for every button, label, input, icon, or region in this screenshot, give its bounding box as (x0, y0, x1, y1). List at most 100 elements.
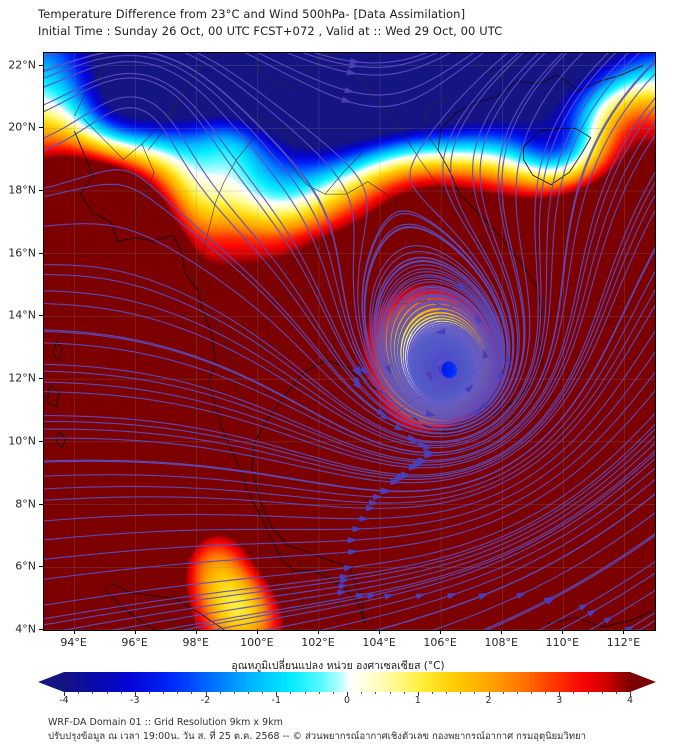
x-tick-mark (562, 629, 564, 634)
wind-arrow (504, 353, 511, 365)
wind-arrow (343, 565, 355, 572)
colorbar-minor-tick (545, 692, 547, 694)
y-tick-label: 12°N (8, 371, 36, 385)
colorbar-minor-tick (290, 692, 292, 694)
wind-arrow (339, 577, 351, 584)
x-tick-label: 110°E (545, 636, 580, 649)
footer-block: WRF-DA Domain 01 :: Grid Resolution 9km … (48, 716, 668, 744)
wind-arrow (348, 549, 359, 556)
x-tick-label: 102°E (301, 636, 335, 649)
wind-arrow (346, 69, 358, 76)
colorbar-minor-tick (332, 692, 334, 694)
colorbar-minor-tick (375, 692, 377, 694)
x-tick-mark (73, 629, 75, 634)
x-tick-label: 104°E (362, 636, 396, 649)
colorbar-minor-tick (573, 692, 575, 694)
wind-arrow (368, 499, 380, 506)
wind-arrow (352, 380, 363, 391)
colorbar-extend-min (38, 672, 64, 692)
footer-line-domain: WRF-DA Domain 01 :: Grid Resolution 9km … (48, 717, 283, 728)
wind-arrow (359, 515, 370, 522)
colorbar (38, 672, 656, 692)
y-tick-mark (39, 440, 44, 442)
wind-arrow (415, 593, 427, 600)
x-tick-label: 100°E (240, 636, 274, 649)
colorbar-minor-tick (219, 692, 221, 694)
y-tick-label: 14°N (8, 308, 36, 322)
colorbar-major-tick (347, 692, 348, 696)
colorbar-major-tick (276, 692, 278, 696)
x-tick-label: 108°E (484, 636, 518, 649)
chart-title-line-1: Temperature Difference from 23°C and Win… (38, 7, 466, 21)
colorbar-minor-tick (120, 692, 122, 694)
wind-arrow (352, 376, 362, 387)
x-tick-mark (501, 629, 503, 634)
y-tick-mark (39, 189, 44, 191)
x-tick-label: 106°E (423, 636, 457, 649)
colorbar-minor-tick (361, 692, 363, 694)
colorbar-major-tick (205, 692, 207, 696)
colorbar-tick-label: 4 (626, 695, 634, 706)
colorbar-minor-tick (318, 692, 320, 694)
wind-arrow (478, 593, 489, 600)
y-tick-label: 4°N (15, 622, 36, 636)
wind-arrow (384, 593, 395, 600)
wind-arrow (474, 314, 483, 325)
y-tick-label: 10°N (8, 434, 36, 448)
wind-arrow (400, 471, 412, 478)
colorbar-tick-label: -1 (271, 695, 282, 706)
wind-arrow (365, 505, 377, 512)
y-tick-label: 22°N (8, 58, 36, 72)
colorbar-major-tick (134, 692, 136, 696)
wind-arrow (381, 487, 393, 495)
y-tick-mark (39, 566, 44, 568)
colorbar-minor-tick (502, 692, 504, 694)
x-tick-mark (317, 629, 319, 634)
wind-arrow (348, 62, 360, 69)
chart-title-line-2: Initial Time : Sunday 26 Oct, 00 UTC FCS… (38, 24, 503, 38)
x-tick-label: 96°E (121, 636, 148, 649)
colorbar-minor-tick (516, 692, 518, 694)
y-tick-label: 16°N (8, 246, 36, 260)
colorbar-minor-tick (191, 692, 193, 694)
footer-line-update: ปรับปรุงข้อมูล ณ เวลา 19:00น. วัน ส. ที่… (48, 731, 586, 742)
colorbar-major-tick (488, 692, 490, 696)
x-tick-mark (440, 629, 442, 634)
wind-arrow (516, 592, 527, 600)
colorbar-tick-label: -4 (59, 695, 69, 706)
x-tick-mark (623, 629, 625, 634)
colorbar-minor-tick (163, 692, 165, 694)
x-tick-mark (195, 629, 197, 634)
wind-arrow (417, 441, 429, 448)
colorbar-tick-label: 2 (485, 695, 492, 706)
wind-arrow (578, 603, 589, 611)
wind-arrow (455, 282, 466, 291)
wind-arrow (359, 366, 368, 377)
colorbar-extend-max (630, 672, 656, 692)
wind-arrow (410, 436, 421, 443)
wind-streamlines-500hpa (44, 53, 655, 630)
y-tick-label: 8°N (15, 497, 36, 511)
x-tick-mark (134, 629, 136, 634)
wind-direction-arrows (337, 58, 643, 630)
x-tick-label: 94°E (60, 636, 87, 649)
wind-arrow (337, 589, 348, 596)
colorbar-minor-tick (78, 692, 80, 694)
colorbar-tick-label: 1 (414, 695, 421, 706)
colorbar-tick-label: -3 (130, 695, 140, 706)
wind-arrow (355, 592, 367, 599)
wind-arrow (436, 365, 443, 376)
wind-arrow (366, 593, 378, 600)
wind-arrow (394, 423, 405, 431)
y-tick-mark (39, 252, 44, 254)
y-tick-mark (39, 503, 44, 505)
wind-arrow (380, 412, 391, 421)
wind-arrow (481, 400, 491, 410)
wind-arrow (435, 328, 446, 335)
colorbar-minor-tick (233, 692, 235, 694)
y-tick-mark (39, 127, 44, 129)
wind-arrow (496, 368, 503, 380)
wind-arrow (447, 593, 458, 600)
colorbar-tick-label: -2 (200, 695, 211, 706)
wind-arrow (424, 449, 435, 456)
